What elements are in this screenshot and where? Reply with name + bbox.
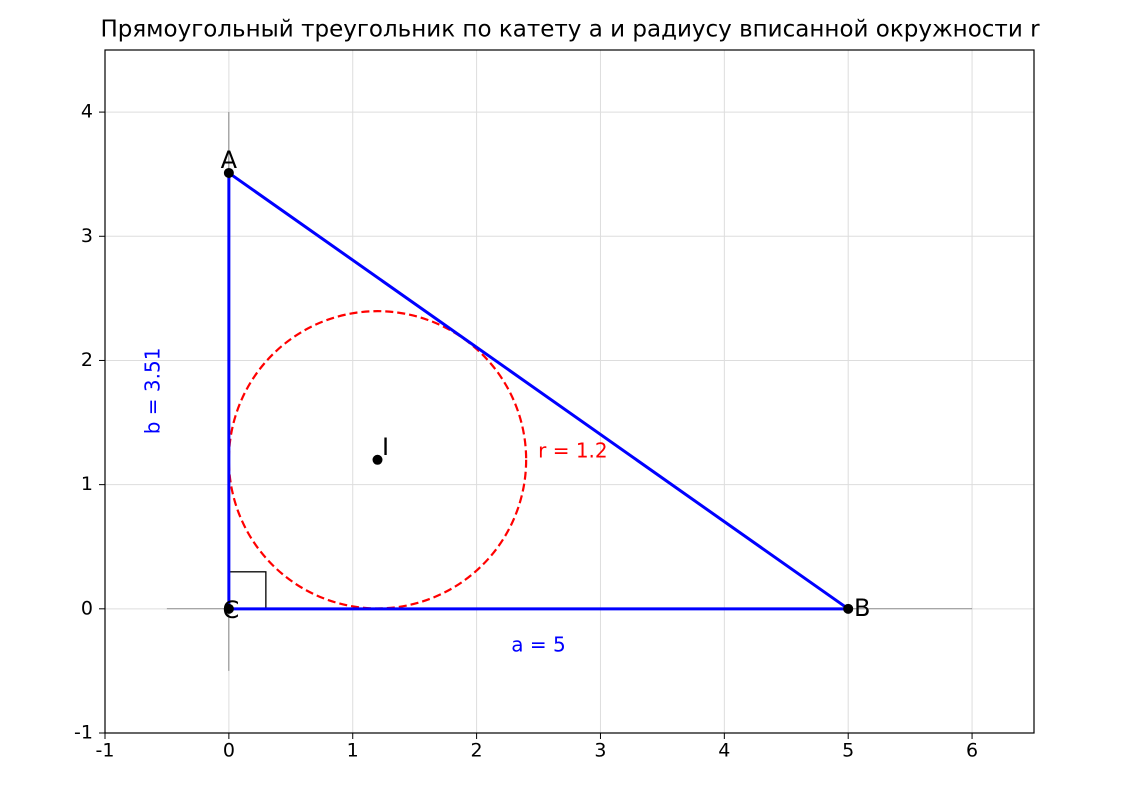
point [843, 603, 854, 614]
x-tick-label: 0 [223, 740, 235, 762]
point-label: B [854, 594, 870, 622]
x-tick-label: 1 [347, 740, 359, 762]
x-tick-label: 3 [594, 740, 606, 762]
side [228, 171, 850, 611]
x-tick-label: 6 [966, 740, 978, 762]
point [372, 454, 383, 465]
y-tick-label: 4 [81, 101, 93, 123]
side-label: b = 3.51 [140, 348, 164, 435]
x-tick-label: 2 [471, 740, 483, 762]
point-label: A [221, 146, 238, 174]
side-label: a = 5 [511, 632, 565, 656]
y-tick-label: 3 [81, 225, 93, 247]
point-label: I [382, 433, 389, 461]
x-tick-label: -1 [96, 740, 115, 762]
y-tick-label: 0 [81, 597, 93, 619]
point [223, 603, 234, 614]
point [223, 167, 234, 178]
radius-label: r = 1.2 [538, 438, 608, 462]
chart-title: Прямоугольный треугольник по катету a и … [100, 17, 1040, 43]
point-label: C [222, 596, 239, 624]
y-tick-label: 1 [81, 473, 93, 495]
x-tick-label: 4 [718, 740, 730, 762]
plot-frame [104, 49, 1035, 734]
x-tick-label: 5 [842, 740, 854, 762]
y-tick-label: 2 [81, 349, 93, 371]
y-tick-label: -1 [74, 722, 93, 744]
